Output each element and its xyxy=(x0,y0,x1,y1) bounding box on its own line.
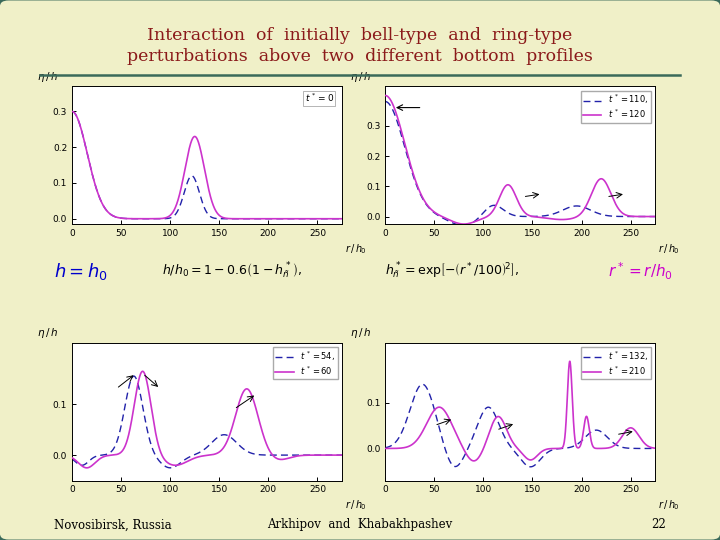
Legend: $t^{\,*}=132,$, $t^{\,*}=210$: $t^{\,*}=132,$, $t^{\,*}=210$ xyxy=(580,347,651,379)
Text: $\eta\,/\,h$: $\eta\,/\,h$ xyxy=(37,326,58,340)
Legend: $t^{\,*}=110,$, $t^{\,*}=120$: $t^{\,*}=110,$, $t^{\,*}=120$ xyxy=(580,91,651,123)
Text: $h_{\tilde{n}}^*=\exp\!\left[-\left(r^*/100\right)^{\!2}\right],$: $h_{\tilde{n}}^*=\exp\!\left[-\left(r^*/… xyxy=(385,261,519,281)
Text: $r\,/\,h_{\!0}$: $r\,/\,h_{\!0}$ xyxy=(658,498,680,512)
Text: $\eta\,/\,h$: $\eta\,/\,h$ xyxy=(37,70,58,84)
Text: $\eta\,/\,h$: $\eta\,/\,h$ xyxy=(350,326,372,340)
Text: $r\,/\,h_{\!0}$: $r\,/\,h_{\!0}$ xyxy=(345,242,366,256)
Legend: $t^{\,*}=54,$, $t^{\,*}=60$: $t^{\,*}=54,$, $t^{\,*}=60$ xyxy=(273,347,338,379)
Text: Interaction  of  initially  bell-type  and  ring-type: Interaction of initially bell-type and r… xyxy=(148,26,572,44)
Text: $h=h_0$: $h=h_0$ xyxy=(54,261,108,281)
Text: $r^*=r/h_0$: $r^*=r/h_0$ xyxy=(608,260,673,282)
Text: $\eta\,/\,h$: $\eta\,/\,h$ xyxy=(350,70,372,84)
Text: Novosibirsk, Russia: Novosibirsk, Russia xyxy=(54,518,171,531)
Text: Arkhipov  and  Khabakhpashev: Arkhipov and Khabakhpashev xyxy=(267,518,453,531)
Text: $h/h_0=1-0.6\left(1-h_{\tilde{n}}^*\right),$: $h/h_0=1-0.6\left(1-h_{\tilde{n}}^*\righ… xyxy=(162,261,302,281)
Text: 22: 22 xyxy=(652,518,666,531)
Text: $r\,/\,h_{\!0}$: $r\,/\,h_{\!0}$ xyxy=(658,242,680,256)
Text: perturbations  above  two  different  bottom  profiles: perturbations above two different bottom… xyxy=(127,48,593,65)
Text: $r\,/\,h_{\!0}$: $r\,/\,h_{\!0}$ xyxy=(345,498,366,512)
Text: $t^{\,*}=0$: $t^{\,*}=0$ xyxy=(305,92,334,104)
